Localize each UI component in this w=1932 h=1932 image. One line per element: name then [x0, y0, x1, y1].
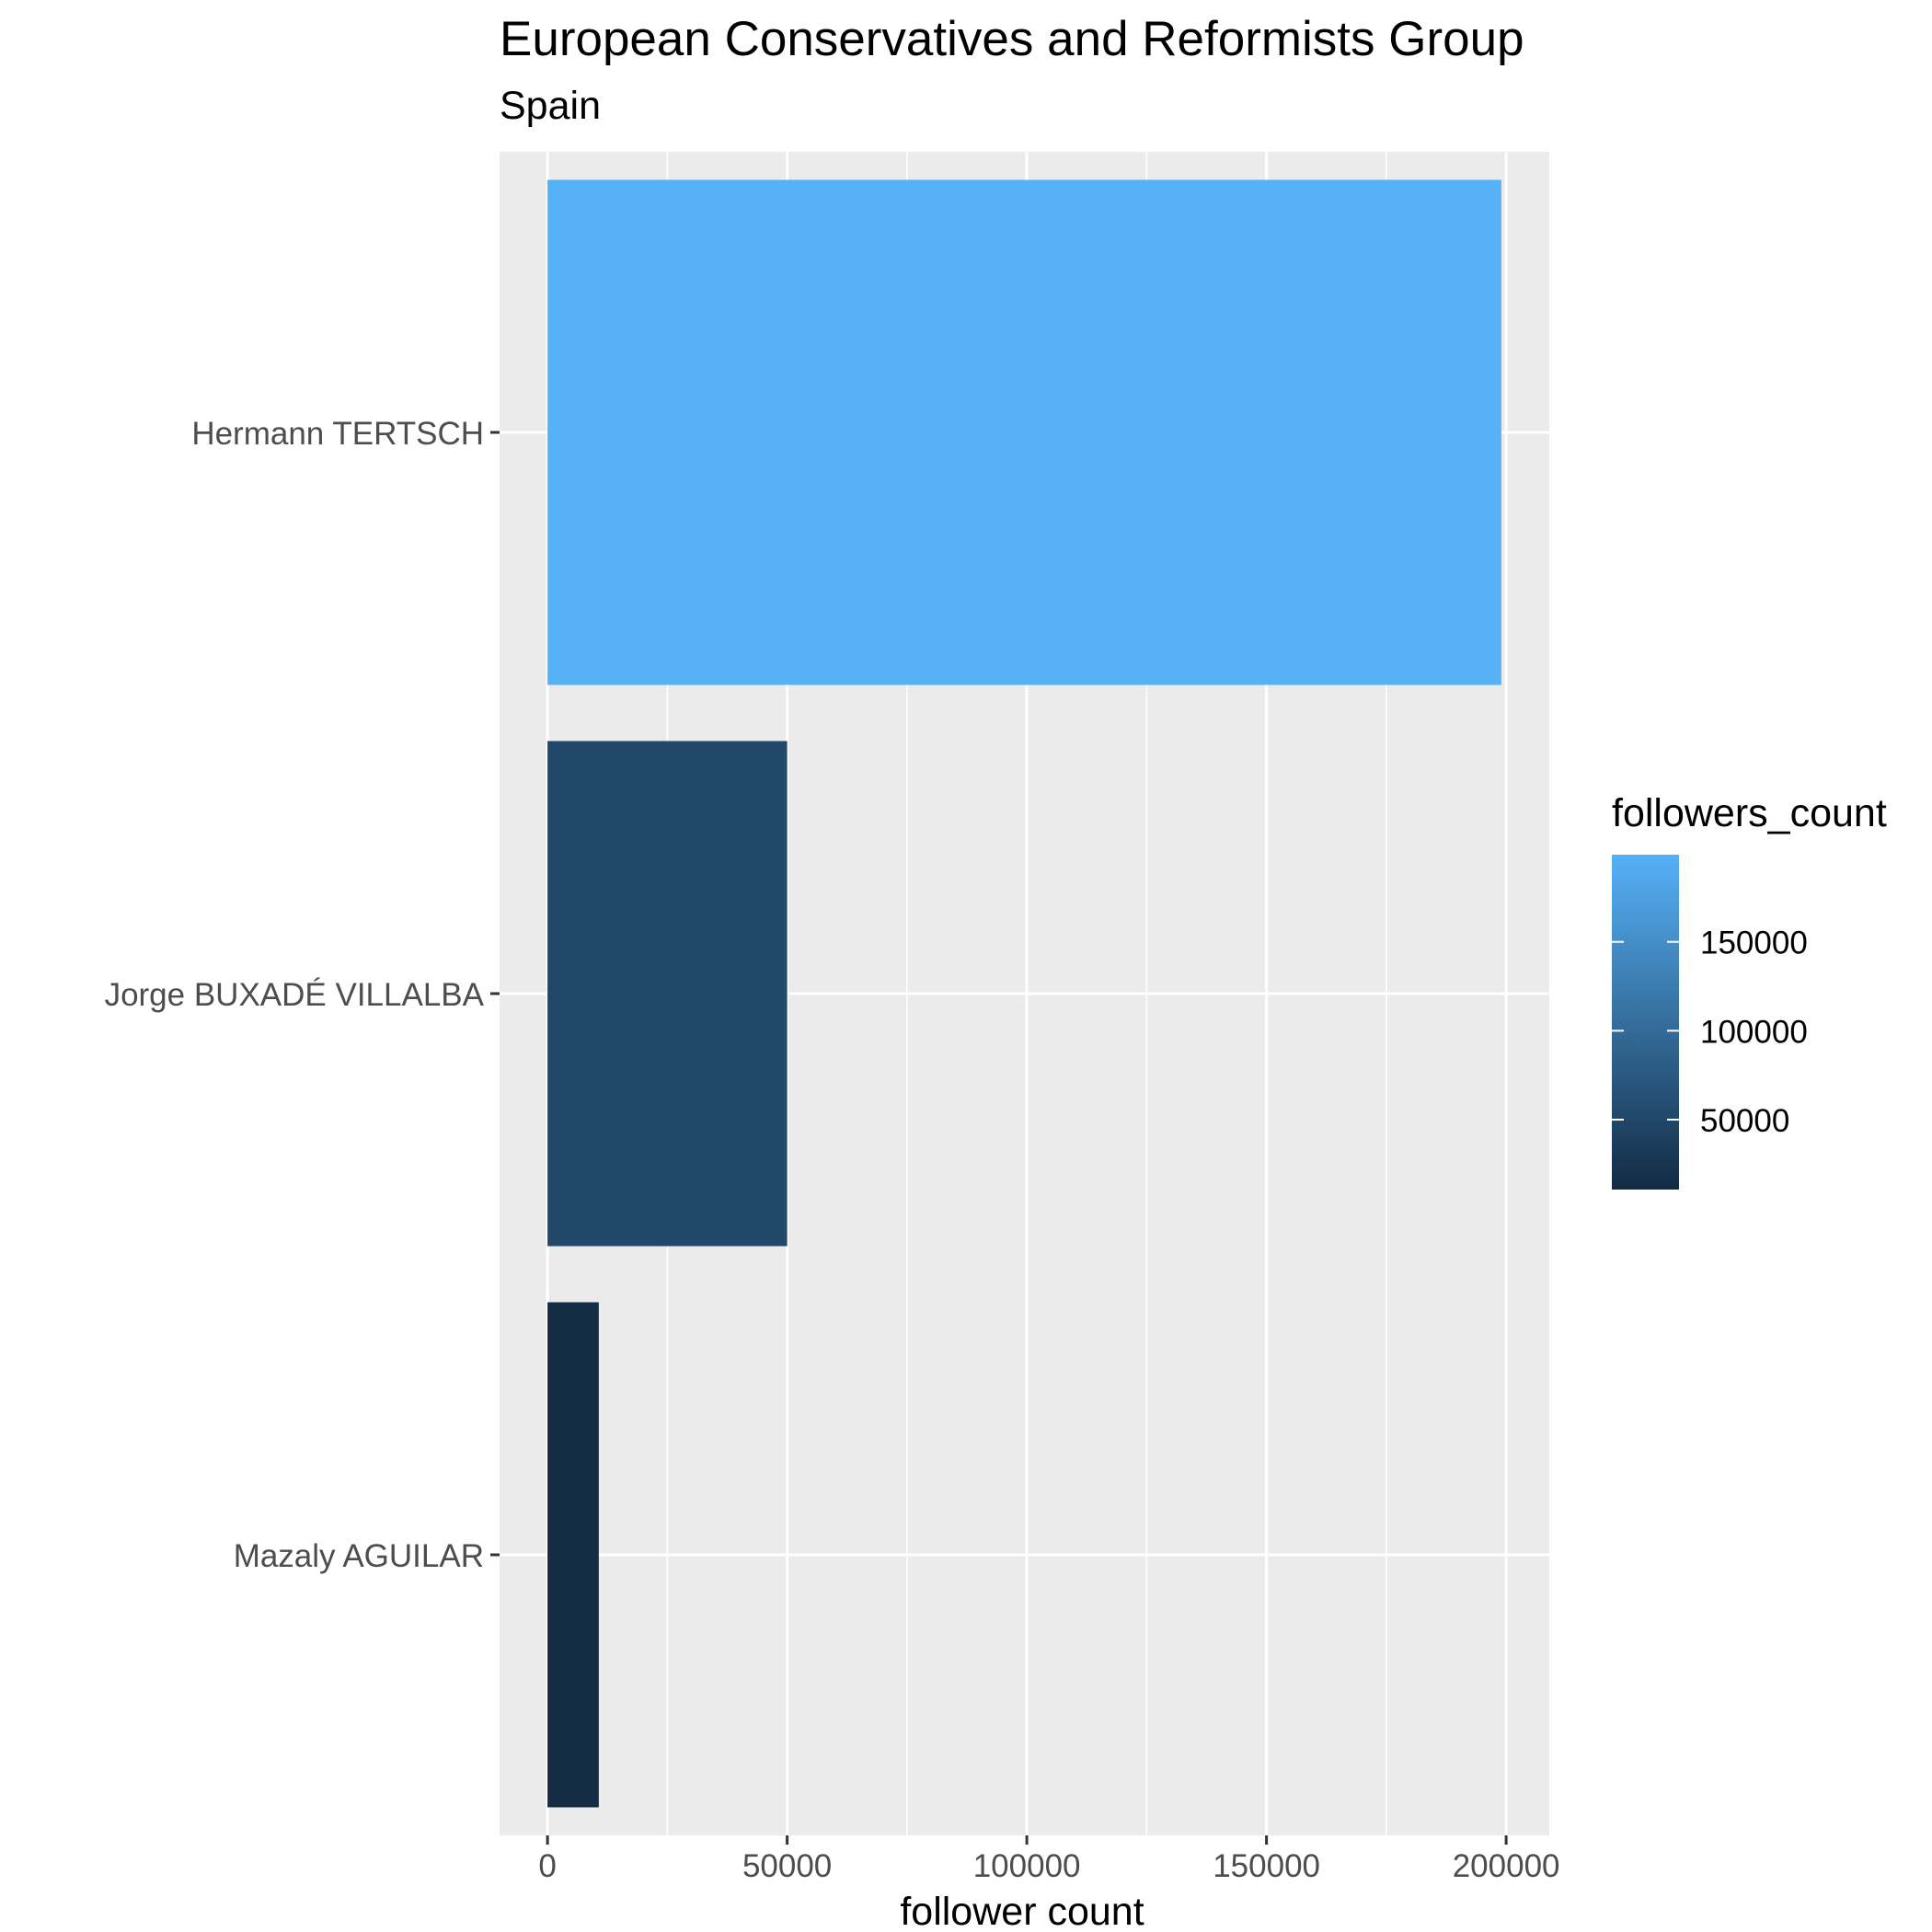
y-tick-label: Mazaly AGUILAR: [234, 1538, 484, 1574]
bars: [547, 179, 1501, 1808]
colorbar-tick-label: 50000: [1700, 1103, 1789, 1139]
x-tick-label: 200000: [1453, 1848, 1560, 1884]
y-tick-label: Hermann TERTSCH: [191, 416, 484, 452]
axes: Hermann TERTSCH Jorge BUXADÉ VILLALBA Maza…: [105, 416, 1560, 1884]
legend-title: followers_count: [1612, 791, 1887, 835]
legend: followers_count 50000 100000 150000: [1612, 791, 1887, 1190]
chart-title: European Conservatives and Reformists Gr…: [500, 12, 1524, 66]
x-tick-label: 50000: [742, 1848, 832, 1884]
bar-2: [547, 1302, 599, 1808]
colorbar-tick-label: 150000: [1700, 926, 1808, 961]
colorbar: [1612, 855, 1679, 1190]
bar-1: [547, 741, 788, 1247]
x-tick-label: 0: [538, 1848, 556, 1884]
chart-subtitle: Spain: [500, 84, 601, 128]
x-tick-label: 150000: [1213, 1848, 1320, 1884]
bar-0: [547, 179, 1501, 685]
colorbar-tick-label: 100000: [1700, 1014, 1808, 1050]
x-axis-title: follower count: [900, 1890, 1144, 1932]
y-tick-label: Jorge BUXADÉ VILLALBA: [105, 977, 485, 1013]
x-tick-label: 100000: [973, 1848, 1081, 1884]
